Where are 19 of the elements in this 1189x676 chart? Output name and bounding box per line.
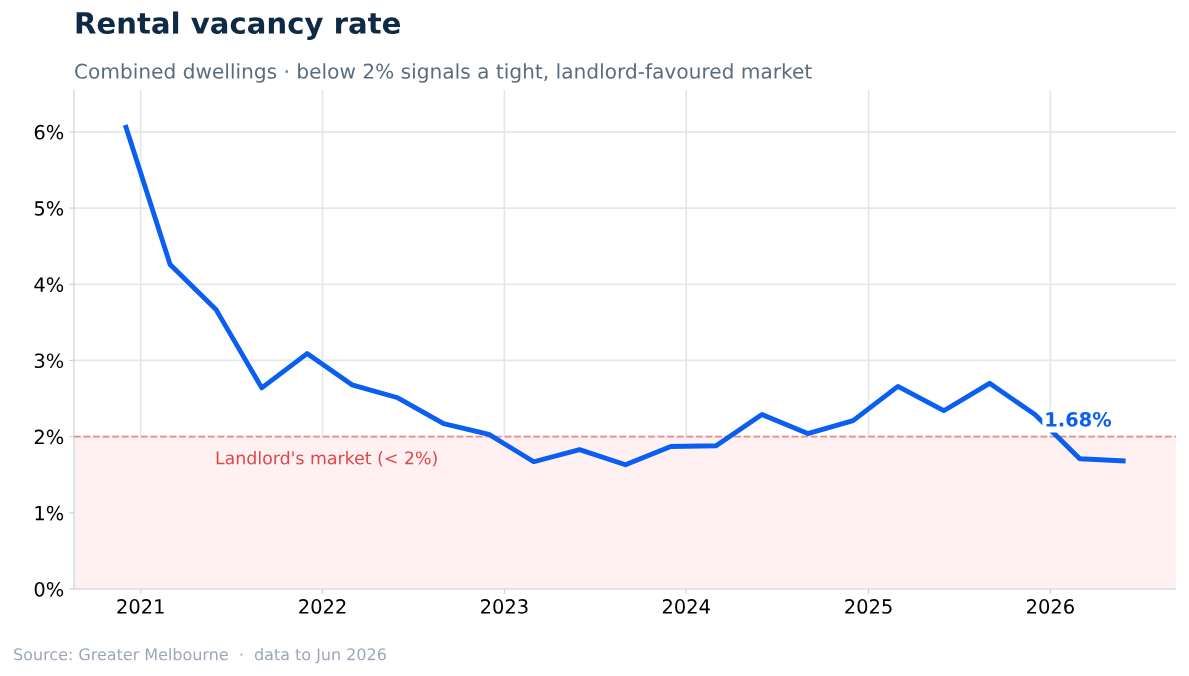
y-tick-label: 3% (34, 353, 64, 369)
y-tick-label: 6% (34, 124, 64, 140)
x-tick-label: 2026 (1027, 599, 1074, 614)
y-tick-label: 0% (34, 581, 64, 597)
x-tick-label: 2023 (481, 599, 528, 614)
line-series (122, 122, 1129, 468)
annotation: 1.68% (1046, 411, 1112, 427)
x-tick-label: 2022 (299, 599, 346, 614)
x-tick-label: 2025 (845, 599, 892, 614)
source-note: Source: Greater Melbourne · data to Jun 2026 (14, 647, 386, 664)
x-tick-label: 2021 (117, 599, 164, 614)
y-tick-label: 5% (34, 201, 64, 216)
chart-title: Rental vacancy rate (76, 11, 400, 40)
y-tick-label: 4% (34, 277, 64, 292)
chart-subtitle: Combined dwellings · below 2% signals a tight, landlord-favoured market (75, 63, 812, 83)
y-tick-label: 2% (34, 429, 64, 445)
y-tick-label: 1% (35, 505, 64, 521)
band-label: Landlord's market (< 2%) (216, 451, 437, 467)
x-tick-label: 2024 (662, 599, 710, 614)
